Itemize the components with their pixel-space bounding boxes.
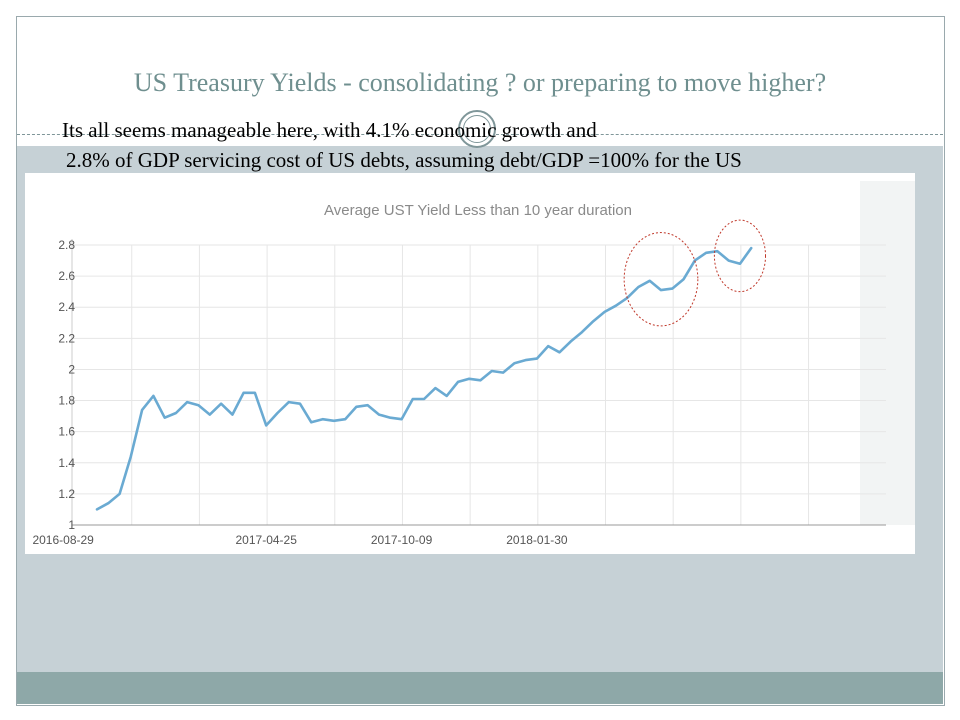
second-highlight-ellipse — [713, 219, 767, 293]
data-point — [378, 413, 380, 416]
chart-panel: Average UST Yield Less than 10 year dura… — [25, 173, 915, 554]
data-point — [310, 421, 313, 424]
data-point — [152, 394, 155, 397]
data-point — [163, 416, 166, 419]
data-point — [423, 398, 426, 400]
data-point — [254, 391, 256, 394]
data-point — [129, 455, 132, 458]
data-point — [400, 418, 403, 421]
x-tick-label: 2018-01-30 — [506, 533, 568, 547]
data-point — [265, 424, 268, 427]
y-tick-label: 1.6 — [58, 425, 75, 439]
data-point — [118, 492, 121, 495]
data-point — [502, 371, 504, 374]
data-point — [175, 412, 177, 414]
subtitle-line-2: 2.8% of GDP servicing cost of US debts, … — [66, 148, 742, 172]
data-point — [705, 251, 708, 254]
data-point — [479, 379, 482, 382]
data-point — [141, 408, 144, 411]
data-point — [614, 304, 617, 307]
data-point — [727, 259, 730, 262]
data-point — [603, 310, 606, 313]
data-point — [671, 287, 674, 290]
data-point — [716, 250, 719, 253]
x-tick-label: 2016-08-29 — [32, 533, 94, 547]
data-point — [513, 362, 516, 365]
y-tick-label: 2.4 — [58, 300, 75, 314]
data-point — [411, 398, 414, 400]
x-tick-label: 2017-04-25 — [236, 533, 298, 547]
x-tick-label: 2017-10-09 — [371, 533, 433, 547]
slide-footer-band — [17, 672, 943, 704]
data-point — [208, 413, 211, 416]
data-point — [750, 247, 753, 250]
chart-shaded-region — [860, 181, 915, 525]
data-point — [107, 502, 110, 505]
data-point — [739, 262, 741, 265]
data-point — [592, 320, 595, 323]
y-tick-label: 1.4 — [58, 456, 75, 470]
data-point — [96, 508, 98, 511]
y-tick-label: 1.8 — [58, 394, 75, 408]
y-tick-label: 1.2 — [58, 487, 75, 501]
data-point — [581, 331, 583, 334]
data-point — [355, 405, 358, 408]
data-point — [648, 279, 651, 282]
y-tick-label: 2.2 — [58, 331, 75, 345]
data-point — [242, 391, 245, 394]
data-point — [536, 357, 538, 360]
data-point — [445, 394, 448, 397]
data-point — [186, 401, 189, 404]
data-point — [287, 401, 290, 404]
data-point — [321, 418, 324, 421]
data-point — [569, 340, 572, 343]
data-point — [220, 402, 222, 405]
data-point — [682, 278, 685, 281]
data-point — [468, 377, 471, 380]
data-point — [344, 418, 347, 421]
subtitle-line-1: Its all seems manageable here, with 4.1%… — [62, 118, 597, 142]
slide-title: US Treasury Yields - consolidating ? or … — [133, 68, 827, 97]
chart-title: Average UST Yield Less than 10 year dura… — [324, 202, 632, 219]
data-point — [197, 404, 200, 407]
data-point — [558, 351, 561, 354]
data-point — [332, 419, 335, 422]
y-tick-label: 2.6 — [58, 269, 75, 283]
data-point — [366, 404, 369, 407]
y-tick-label: 2 — [68, 362, 75, 376]
divider-ring-inner — [463, 115, 491, 143]
first-highlight-ellipse — [623, 232, 699, 327]
y-tick-label: 1 — [68, 518, 75, 532]
data-point — [660, 289, 662, 292]
data-point — [524, 359, 527, 362]
data-point — [434, 387, 437, 390]
data-point — [457, 380, 459, 383]
data-point — [299, 402, 301, 405]
data-point — [490, 370, 493, 372]
y-tick-label: 2.8 — [58, 238, 75, 252]
data-point — [389, 416, 392, 419]
data-point — [637, 286, 640, 288]
data-point — [547, 345, 550, 348]
data-point — [276, 412, 279, 414]
series-line — [95, 246, 753, 511]
data-point — [231, 413, 234, 416]
yield-chart: Average UST Yield Less than 10 year dura… — [32, 181, 915, 547]
